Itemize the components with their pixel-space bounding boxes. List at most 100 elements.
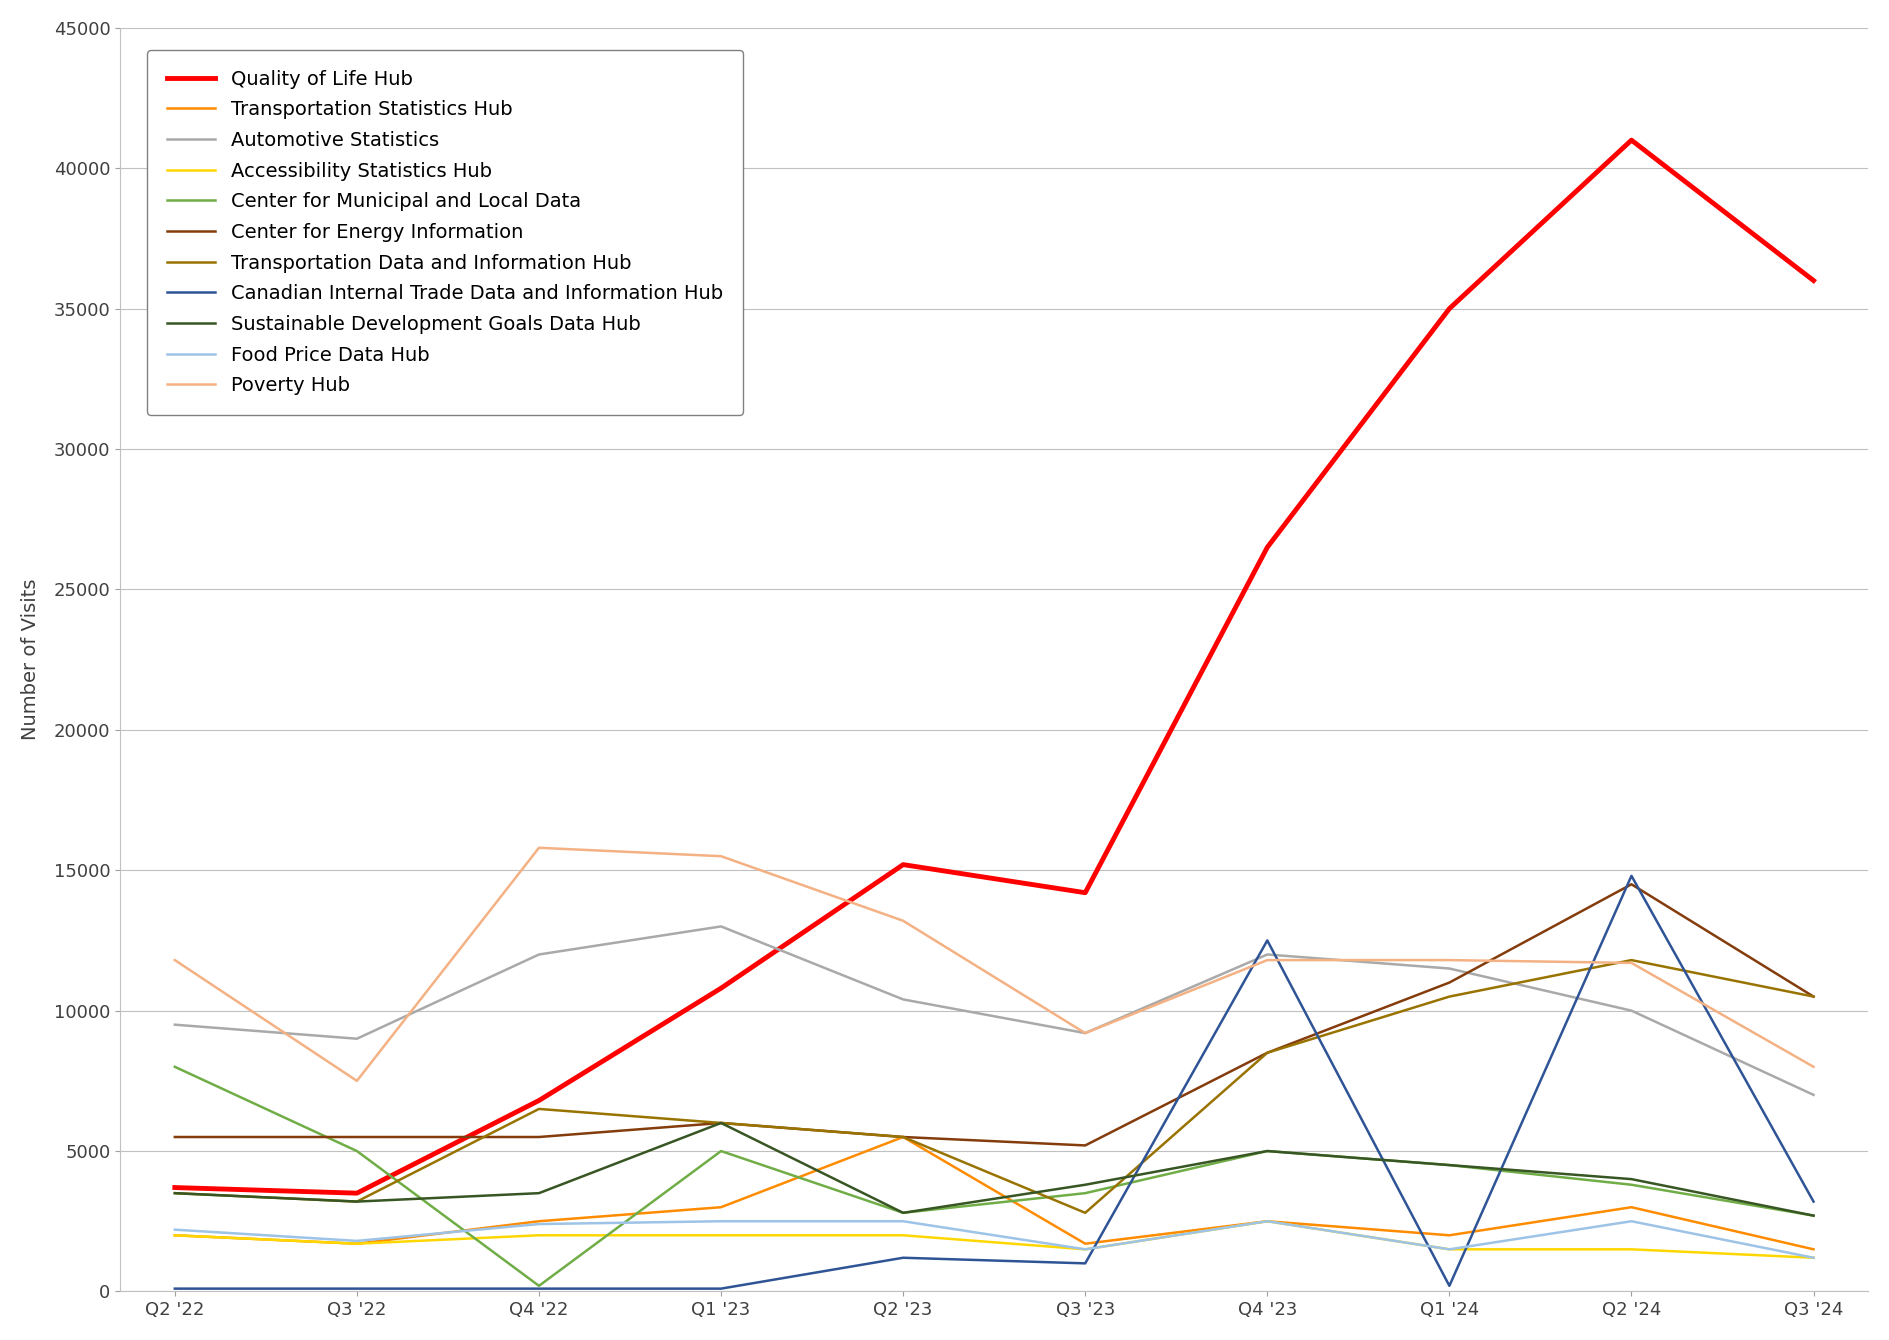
Quality of Life Hub bbox=[527, 1092, 550, 1108]
Transportation Data and Information Hub bbox=[892, 1130, 914, 1146]
Transportation Statistics Hub bbox=[1621, 1199, 1643, 1215]
Canadian Internal Trade Data and Information Hub bbox=[164, 1281, 187, 1297]
Center for Municipal and Local Data bbox=[527, 1278, 550, 1294]
Quality of Life Hub bbox=[1621, 133, 1643, 149]
Transportation Data and Information Hub bbox=[1438, 989, 1460, 1005]
Line: Transportation Statistics Hub: Transportation Statistics Hub bbox=[176, 1138, 1813, 1249]
Canadian Internal Trade Data and Information Hub bbox=[1621, 868, 1643, 884]
Line: Sustainable Development Goals Data Hub: Sustainable Development Goals Data Hub bbox=[176, 1123, 1813, 1215]
Food Price Data Hub bbox=[1256, 1213, 1279, 1229]
Transportation Statistics Hub bbox=[527, 1213, 550, 1229]
Legend: Quality of Life Hub, Transportation Statistics Hub, Automotive Statistics, Acces: Quality of Life Hub, Transportation Stat… bbox=[147, 50, 742, 415]
Transportation Statistics Hub bbox=[1802, 1241, 1825, 1257]
Center for Energy Information bbox=[1621, 876, 1643, 892]
Food Price Data Hub bbox=[1073, 1241, 1096, 1257]
Canadian Internal Trade Data and Information Hub bbox=[1073, 1256, 1096, 1272]
Center for Energy Information bbox=[1802, 989, 1825, 1005]
Center for Energy Information bbox=[164, 1130, 187, 1146]
Accessibility Statistics Hub bbox=[1073, 1241, 1096, 1257]
Transportation Statistics Hub bbox=[346, 1235, 368, 1252]
Sustainable Development Goals Data Hub bbox=[1256, 1143, 1279, 1159]
Center for Energy Information bbox=[346, 1130, 368, 1146]
Accessibility Statistics Hub bbox=[346, 1235, 368, 1252]
Quality of Life Hub bbox=[1256, 539, 1279, 555]
Food Price Data Hub bbox=[346, 1233, 368, 1249]
Center for Energy Information bbox=[527, 1130, 550, 1146]
Quality of Life Hub bbox=[892, 856, 914, 872]
Poverty Hub bbox=[1438, 951, 1460, 967]
Automotive Statistics bbox=[892, 992, 914, 1008]
Transportation Statistics Hub bbox=[710, 1199, 733, 1215]
Line: Center for Municipal and Local Data: Center for Municipal and Local Data bbox=[176, 1067, 1813, 1286]
Center for Municipal and Local Data bbox=[346, 1143, 368, 1159]
Poverty Hub bbox=[346, 1073, 368, 1089]
Canadian Internal Trade Data and Information Hub bbox=[710, 1281, 733, 1297]
Center for Energy Information bbox=[1438, 974, 1460, 990]
Sustainable Development Goals Data Hub bbox=[892, 1205, 914, 1221]
Automotive Statistics bbox=[1438, 961, 1460, 977]
Canadian Internal Trade Data and Information Hub bbox=[1256, 933, 1279, 949]
Quality of Life Hub bbox=[1438, 300, 1460, 316]
Canadian Internal Trade Data and Information Hub bbox=[527, 1281, 550, 1297]
Transportation Data and Information Hub bbox=[1073, 1205, 1096, 1221]
Sustainable Development Goals Data Hub bbox=[164, 1185, 187, 1201]
Center for Municipal and Local Data bbox=[1073, 1185, 1096, 1201]
Canadian Internal Trade Data and Information Hub bbox=[892, 1250, 914, 1266]
Center for Energy Information bbox=[1073, 1138, 1096, 1154]
Food Price Data Hub bbox=[1438, 1241, 1460, 1257]
Automotive Statistics bbox=[346, 1030, 368, 1047]
Y-axis label: Number of Visits: Number of Visits bbox=[21, 579, 40, 741]
Center for Energy Information bbox=[710, 1115, 733, 1131]
Sustainable Development Goals Data Hub bbox=[1802, 1207, 1825, 1223]
Center for Municipal and Local Data bbox=[1621, 1177, 1643, 1193]
Poverty Hub bbox=[1256, 951, 1279, 967]
Canadian Internal Trade Data and Information Hub bbox=[1438, 1278, 1460, 1294]
Sustainable Development Goals Data Hub bbox=[527, 1185, 550, 1201]
Automotive Statistics bbox=[1256, 946, 1279, 962]
Accessibility Statistics Hub bbox=[527, 1227, 550, 1244]
Food Price Data Hub bbox=[892, 1213, 914, 1229]
Food Price Data Hub bbox=[164, 1222, 187, 1238]
Automotive Statistics bbox=[527, 946, 550, 962]
Line: Canadian Internal Trade Data and Information Hub: Canadian Internal Trade Data and Informa… bbox=[176, 876, 1813, 1289]
Center for Municipal and Local Data bbox=[1438, 1156, 1460, 1172]
Food Price Data Hub bbox=[527, 1215, 550, 1231]
Canadian Internal Trade Data and Information Hub bbox=[346, 1281, 368, 1297]
Food Price Data Hub bbox=[1802, 1250, 1825, 1266]
Line: Quality of Life Hub: Quality of Life Hub bbox=[176, 141, 1813, 1193]
Transportation Data and Information Hub bbox=[1802, 989, 1825, 1005]
Poverty Hub bbox=[1802, 1059, 1825, 1075]
Center for Municipal and Local Data bbox=[164, 1059, 187, 1075]
Poverty Hub bbox=[710, 848, 733, 864]
Transportation Statistics Hub bbox=[1256, 1213, 1279, 1229]
Poverty Hub bbox=[527, 840, 550, 856]
Food Price Data Hub bbox=[1621, 1213, 1643, 1229]
Food Price Data Hub bbox=[710, 1213, 733, 1229]
Canadian Internal Trade Data and Information Hub bbox=[1802, 1194, 1825, 1210]
Poverty Hub bbox=[892, 913, 914, 929]
Accessibility Statistics Hub bbox=[1802, 1250, 1825, 1266]
Transportation Data and Information Hub bbox=[1621, 951, 1643, 967]
Quality of Life Hub bbox=[1802, 272, 1825, 288]
Quality of Life Hub bbox=[164, 1179, 187, 1195]
Center for Municipal and Local Data bbox=[1256, 1143, 1279, 1159]
Transportation Statistics Hub bbox=[164, 1227, 187, 1244]
Automotive Statistics bbox=[710, 918, 733, 934]
Line: Automotive Statistics: Automotive Statistics bbox=[176, 926, 1813, 1095]
Center for Municipal and Local Data bbox=[892, 1205, 914, 1221]
Transportation Data and Information Hub bbox=[710, 1115, 733, 1131]
Transportation Statistics Hub bbox=[1438, 1227, 1460, 1244]
Quality of Life Hub bbox=[346, 1185, 368, 1201]
Center for Municipal and Local Data bbox=[710, 1143, 733, 1159]
Accessibility Statistics Hub bbox=[710, 1227, 733, 1244]
Accessibility Statistics Hub bbox=[1621, 1241, 1643, 1257]
Sustainable Development Goals Data Hub bbox=[1621, 1171, 1643, 1187]
Line: Transportation Data and Information Hub: Transportation Data and Information Hub bbox=[176, 959, 1813, 1213]
Automotive Statistics bbox=[164, 1017, 187, 1033]
Center for Energy Information bbox=[892, 1130, 914, 1146]
Center for Municipal and Local Data bbox=[1802, 1207, 1825, 1223]
Transportation Data and Information Hub bbox=[1256, 1045, 1279, 1061]
Automotive Statistics bbox=[1073, 1025, 1096, 1041]
Sustainable Development Goals Data Hub bbox=[346, 1194, 368, 1210]
Line: Food Price Data Hub: Food Price Data Hub bbox=[176, 1221, 1813, 1258]
